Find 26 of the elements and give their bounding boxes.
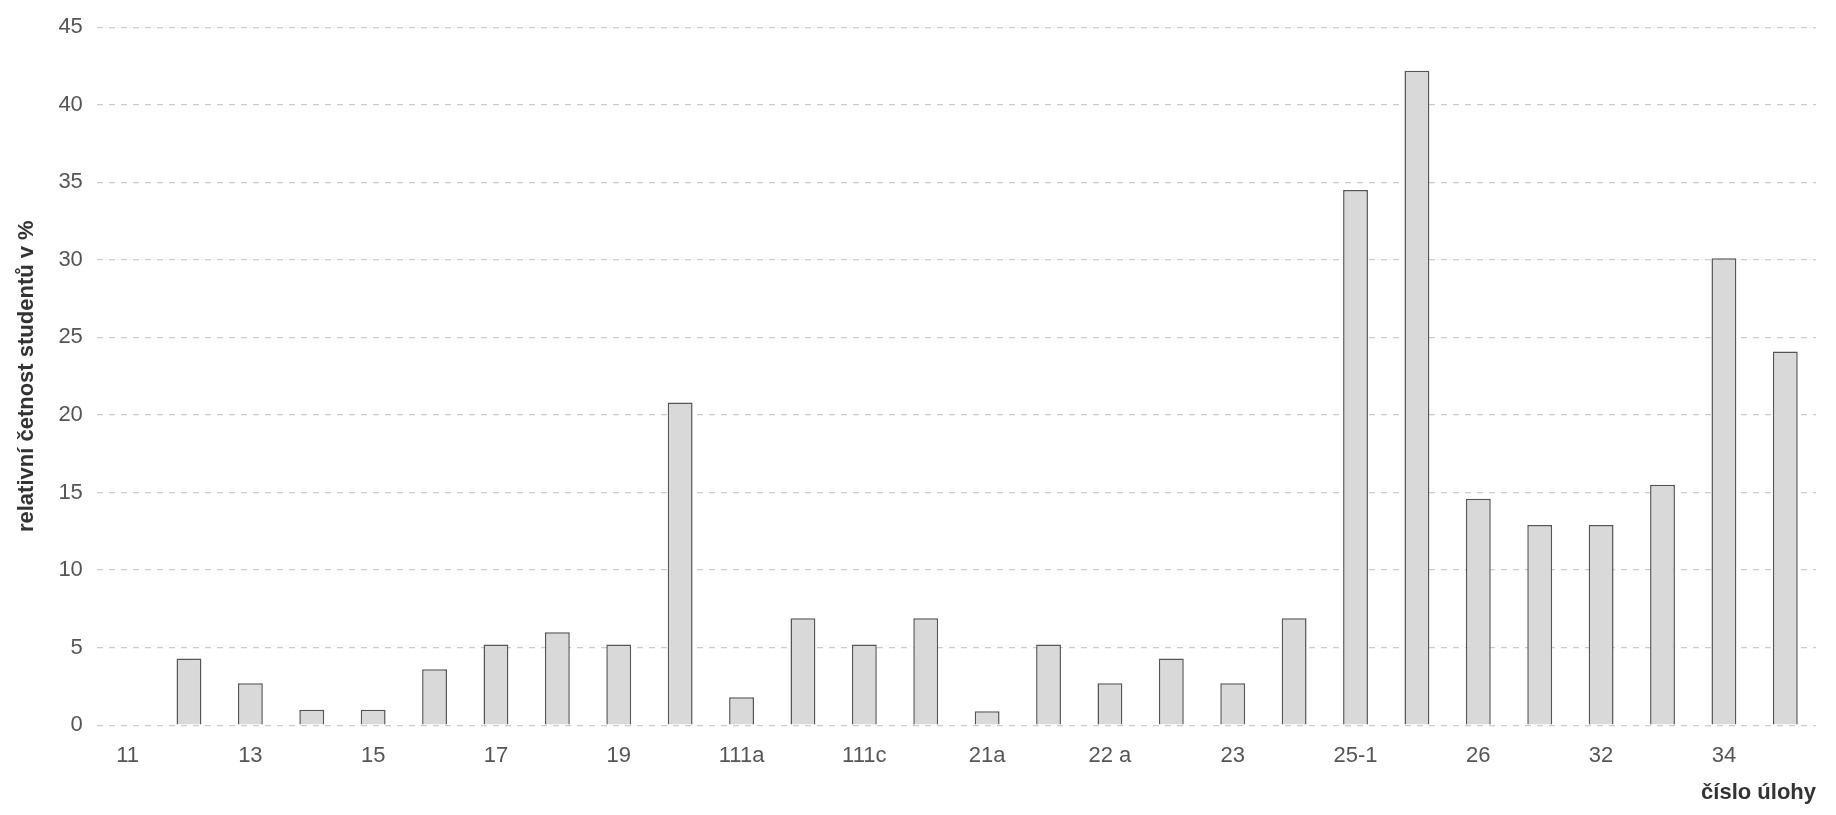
x-tick-label: 15 <box>360 742 386 768</box>
y-tick-label: 0 <box>70 711 83 737</box>
x-tick-label: 111a <box>718 742 766 768</box>
y-axis-title: relativní četnost studentů v % <box>13 220 39 533</box>
y-tick-label: 45 <box>58 13 83 39</box>
y-tick-label: 35 <box>58 168 83 194</box>
y-tick-label: 30 <box>58 245 83 271</box>
x-tick-label: 34 <box>1711 742 1737 768</box>
x-tick-label: 11 <box>116 742 139 768</box>
x-tick-label: 22 a <box>1088 742 1133 768</box>
y-tick-label: 25 <box>58 323 83 349</box>
y-tick-label: 20 <box>58 401 83 427</box>
x-tick-label: 21a <box>968 742 1007 768</box>
x-tick-label: 32 <box>1588 742 1614 768</box>
x-axis-title: číslo úlohy <box>1701 778 1817 804</box>
y-tick-label: 15 <box>58 478 83 504</box>
x-tick-label: 25-1 <box>1333 742 1378 768</box>
y-tick-label: 10 <box>58 556 83 582</box>
y-tick-label: 5 <box>70 633 83 659</box>
x-tick-label: 17 <box>483 742 509 768</box>
y-tick-label: 40 <box>58 90 83 116</box>
x-tick-label: 13 <box>238 742 263 768</box>
x-tick-label: 23 <box>1220 742 1245 768</box>
x-tick-label: 19 <box>606 742 631 768</box>
x-tick-label: 111c <box>842 742 887 768</box>
x-tick-label: 26 <box>1466 742 1491 768</box>
